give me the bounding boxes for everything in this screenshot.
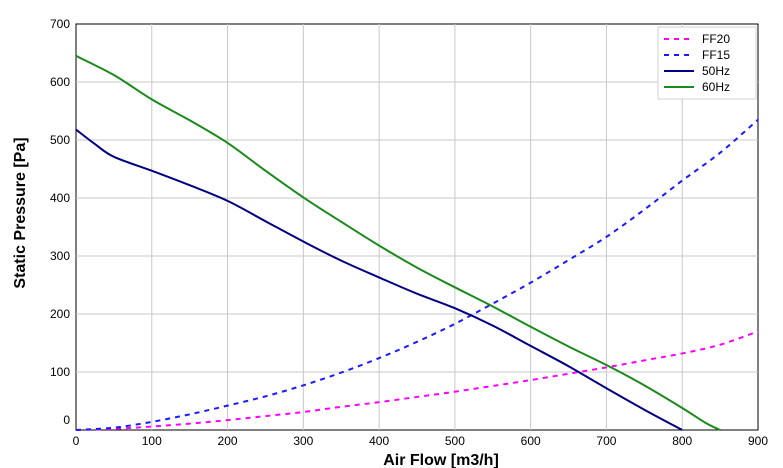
x-tick-label: 500 [445, 434, 465, 448]
grid [76, 24, 758, 430]
x-tick-label: 400 [369, 434, 389, 448]
x-axis-title: Air Flow [m3/h] [383, 452, 499, 468]
x-tick-label: 0 [73, 434, 80, 448]
x-tick-label: 900 [748, 434, 768, 448]
series-line-60hz [75, 55, 721, 431]
x-tick-label: 800 [672, 434, 692, 448]
legend: FF20 FF15 50Hz 60Hz [657, 26, 757, 100]
y-tick-label: 400 [50, 191, 70, 205]
y-tick-label: 600 [50, 75, 70, 89]
y-axis-ticks: 0 100 200 300 400 500 600 700 [50, 17, 70, 427]
x-tick-label: 600 [521, 434, 541, 448]
legend-label-ff20: FF20 [702, 32, 730, 46]
x-axis-ticks: 0 100 200 300 400 500 600 700 800 900 [73, 434, 769, 448]
legend-label-ff15: FF15 [702, 48, 730, 62]
y-tick-label: 200 [50, 307, 70, 321]
y-axis-title: Static Pressure [Pa] [12, 137, 29, 288]
y-tick-label: 700 [50, 17, 70, 31]
x-tick-label: 100 [142, 434, 162, 448]
legend-label-60hz: 60Hz [702, 80, 730, 94]
legend-label-50hz: 50Hz [702, 64, 730, 78]
series-line-ff20 [75, 330, 759, 431]
y-tick-label: 0 [63, 413, 70, 427]
y-tick-label: 500 [50, 133, 70, 147]
x-tick-label: 300 [293, 434, 313, 448]
y-tick-label: 100 [50, 365, 70, 379]
series-line-ff15 [75, 118, 759, 431]
x-tick-label: 200 [218, 434, 238, 448]
series-line-50hz [75, 128, 683, 431]
x-tick-label: 700 [596, 434, 616, 448]
plot-area [75, 23, 759, 431]
y-tick-label: 300 [50, 249, 70, 263]
series-layer [75, 55, 759, 431]
